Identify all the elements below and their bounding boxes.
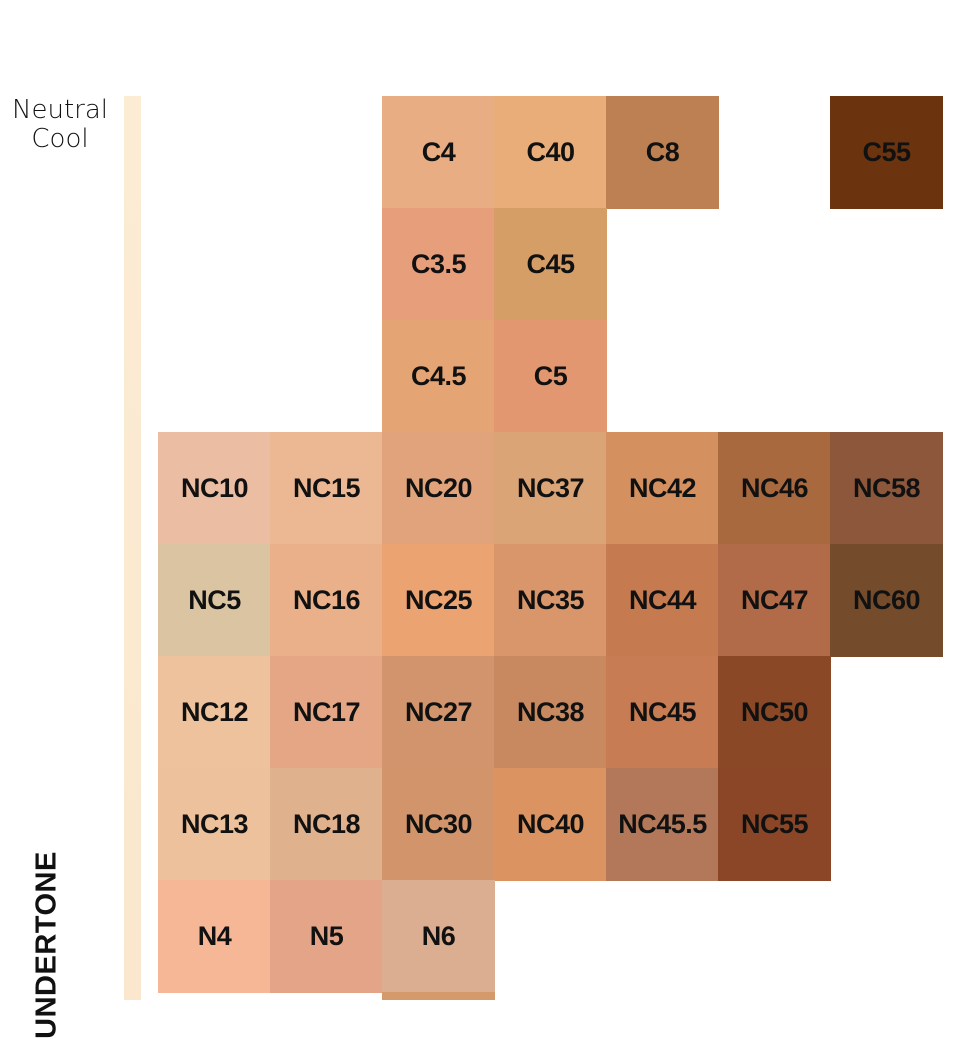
- shade-swatch-c3-5[interactable]: C3.5: [382, 208, 495, 321]
- shade-code: NC45.5: [618, 809, 707, 839]
- shade-code: NC42: [628, 473, 697, 503]
- shade-swatch-nc12[interactable]: NC12: [158, 656, 271, 769]
- shade-code: NC10: [180, 473, 249, 503]
- shade-code: NC50: [740, 697, 809, 727]
- shade-swatch-nc35[interactable]: NC35: [494, 544, 607, 657]
- shade-swatch-nc45[interactable]: NC45: [606, 656, 719, 769]
- shade-code: NC37: [516, 473, 585, 503]
- shade-code: NC27: [404, 697, 473, 727]
- shade-swatch-nc44[interactable]: NC44: [606, 544, 719, 657]
- shade-code: NC5: [188, 585, 241, 615]
- shade-code: C5: [533, 361, 568, 391]
- shade-swatch-c4[interactable]: C4: [382, 96, 495, 209]
- shade-swatch-nc15[interactable]: NC15: [270, 432, 383, 545]
- neutral-cool-label-line1: Neutral: [12, 95, 108, 125]
- shade-swatch-nc17[interactable]: NC17: [270, 656, 383, 769]
- shade-swatch-nc60[interactable]: NC60: [830, 544, 943, 657]
- shade-code: C55: [862, 137, 911, 167]
- shade-code: NC15: [292, 473, 361, 503]
- shade-code: NC17: [292, 697, 361, 727]
- shade-swatch-c5[interactable]: C5: [494, 320, 607, 433]
- shade-swatch-nc50[interactable]: NC50: [718, 656, 831, 769]
- shade-swatch-nc18[interactable]: NC18: [270, 768, 383, 881]
- shade-code: C4.5: [410, 361, 467, 391]
- neutral-cool-label: Neutral Cool: [8, 96, 112, 154]
- shade-swatch-nc40[interactable]: NC40: [494, 768, 607, 881]
- shade-swatch-nc55[interactable]: NC55: [718, 768, 831, 881]
- shade-code: C8: [645, 137, 680, 167]
- shade-code: C45: [526, 249, 575, 279]
- shade-code: NC12: [180, 697, 249, 727]
- shade-swatch-n4[interactable]: N4: [158, 880, 271, 993]
- shade-code: NC55: [740, 809, 809, 839]
- undertone-axis-title: UNDERTONE: [30, 851, 63, 1039]
- shade-swatch-c55[interactable]: C55: [830, 96, 943, 209]
- shade-swatch-n5[interactable]: N5: [270, 880, 383, 993]
- undertone-scale-bar: [124, 96, 141, 1000]
- shade-swatch-nc10[interactable]: NC10: [158, 432, 271, 545]
- shade-code: N4: [197, 921, 232, 951]
- shade-swatch-c40[interactable]: C40: [494, 96, 607, 209]
- shade-swatch-nc13[interactable]: NC13: [158, 768, 271, 881]
- shade-code: NC46: [740, 473, 809, 503]
- shade-swatch-nc42[interactable]: NC42: [606, 432, 719, 545]
- shade-swatch-nc38[interactable]: NC38: [494, 656, 607, 769]
- shade-code: NC16: [292, 585, 361, 615]
- shade-code: N6: [421, 921, 456, 951]
- shade-code: C40: [526, 137, 575, 167]
- shade-code: NC60: [852, 585, 921, 615]
- shade-code: NC13: [180, 809, 249, 839]
- shade-swatch-nc46[interactable]: NC46: [718, 432, 831, 545]
- shade-swatch-nc58[interactable]: NC58: [830, 432, 943, 545]
- shade-code: NC38: [516, 697, 585, 727]
- shade-code: NC20: [404, 473, 473, 503]
- shade-swatch-nc16[interactable]: NC16: [270, 544, 383, 657]
- shade-code: NC40: [516, 809, 585, 839]
- shade-code: NC44: [628, 585, 697, 615]
- shade-swatch-nc20[interactable]: NC20: [382, 432, 495, 545]
- shade-swatch-nc25[interactable]: NC25: [382, 544, 495, 657]
- shade-code: NC18: [292, 809, 361, 839]
- shade-code: NC35: [516, 585, 585, 615]
- shade-code: C4: [421, 137, 456, 167]
- neutral-cool-label-line2: Cool: [31, 124, 89, 154]
- shade-swatch-nc5[interactable]: NC5: [158, 544, 271, 657]
- shade-code: N5: [309, 921, 344, 951]
- shade-swatch-c45[interactable]: C45: [494, 208, 607, 321]
- shade-code: C3.5: [410, 249, 467, 279]
- shade-code: NC45: [628, 697, 697, 727]
- shade-swatch-nc45-5[interactable]: NC45.5: [606, 768, 719, 881]
- shade-swatch-nc37[interactable]: NC37: [494, 432, 607, 545]
- shade-swatch-partial: [382, 992, 495, 1000]
- shade-swatch-nc47[interactable]: NC47: [718, 544, 831, 657]
- shade-code: NC25: [404, 585, 473, 615]
- shade-code: NC47: [740, 585, 809, 615]
- shade-swatch-c4-5[interactable]: C4.5: [382, 320, 495, 433]
- shade-code: NC30: [404, 809, 473, 839]
- shade-swatch-c8[interactable]: C8: [606, 96, 719, 209]
- shade-code: NC58: [852, 473, 921, 503]
- shade-swatch-n6[interactable]: N6: [382, 880, 495, 993]
- shade-swatch-nc27[interactable]: NC27: [382, 656, 495, 769]
- shade-swatch-nc30[interactable]: NC30: [382, 768, 495, 881]
